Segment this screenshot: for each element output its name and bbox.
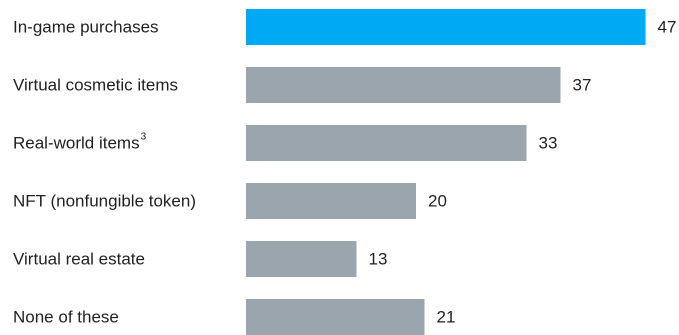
value-label-2: 33 <box>539 134 558 153</box>
category-label-1: Virtual cosmetic items <box>13 76 178 95</box>
bar-3 <box>246 183 416 219</box>
bar-1 <box>246 67 561 103</box>
value-label-3: 20 <box>428 192 447 211</box>
value-label-5: 21 <box>437 308 456 327</box>
value-label-1: 37 <box>573 76 592 95</box>
category-label-0: In-game purchases <box>13 18 159 37</box>
value-label-0: 47 <box>658 18 677 37</box>
bar-2 <box>246 125 527 161</box>
category-label-2: Real-world items <box>13 134 140 153</box>
category-label-5: None of these <box>13 308 119 327</box>
category-footnote-marker-2: 3 <box>141 132 147 143</box>
bar-5 <box>246 299 425 335</box>
category-label-4: Virtual real estate <box>13 250 145 269</box>
bar-0 <box>246 9 646 45</box>
bar-4 <box>246 241 357 277</box>
value-label-4: 13 <box>369 250 388 269</box>
category-label-3: NFT (nonfungible token) <box>13 192 196 211</box>
